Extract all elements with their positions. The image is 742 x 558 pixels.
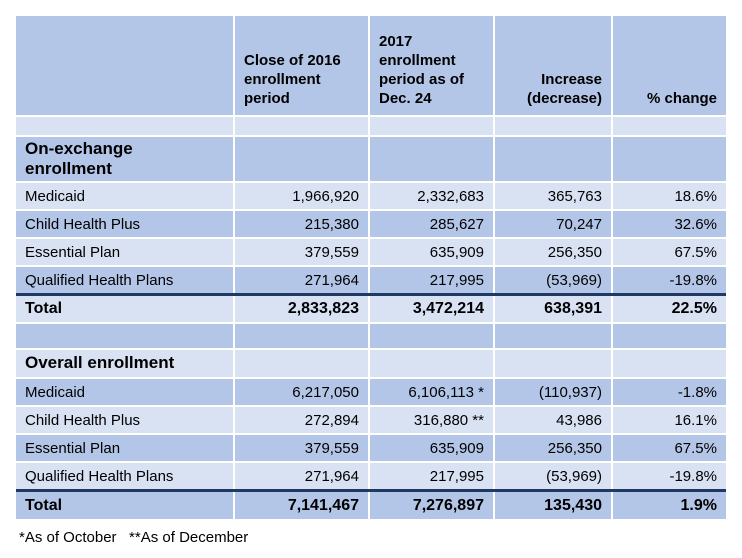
empty-cell: [235, 324, 368, 348]
cell-pct: 16.1%: [613, 407, 726, 433]
cell-increase: (53,969): [495, 463, 611, 489]
empty-cell: [235, 137, 368, 181]
empty-cell: [613, 137, 726, 181]
footnote-text: *As of October **As of December: [19, 529, 249, 546]
cell-2017: 7,276,897: [370, 492, 493, 519]
cell-label: Child Health Plus: [16, 407, 233, 433]
cell-increase: (110,937): [495, 379, 611, 405]
row-essential-plan-overall: Essential Plan 379,559 635,909 256,350 6…: [16, 435, 726, 461]
cell-2016: 271,964: [235, 463, 368, 489]
cell-pct: 22.5%: [613, 296, 726, 322]
header-cell-close-2016: Close of 2016 enrollment period: [235, 16, 368, 115]
cell-2017: 2,332,683: [370, 183, 493, 209]
empty-cell: [235, 350, 368, 377]
cell-2017: 217,995: [370, 267, 493, 293]
cell-label: Qualified Health Plans: [16, 267, 233, 293]
section-title: Overall enrollment: [16, 350, 233, 377]
cell-increase: 365,763: [495, 183, 611, 209]
cell-2017: 6,106,113 *: [370, 379, 493, 405]
cell-label: Total: [16, 492, 233, 519]
cell-2016: 379,559: [235, 239, 368, 265]
total-divider-line: [16, 293, 726, 296]
section-header-on-exchange: On-exchange enrollment: [16, 137, 726, 181]
enrollment-table: Close of 2016 enrollment period 2017 enr…: [16, 16, 726, 521]
cell-2017: 635,909: [370, 239, 493, 265]
total-divider-line: [16, 489, 726, 492]
empty-cell: [370, 137, 493, 181]
cell-pct: 1.9%: [613, 492, 726, 519]
cell-pct: 67.5%: [613, 435, 726, 461]
cell-2016: 6,217,050: [235, 379, 368, 405]
cell-2016: 215,380: [235, 211, 368, 237]
spacer-row: [16, 324, 726, 348]
empty-cell: [495, 350, 611, 377]
cell-increase: 43,986: [495, 407, 611, 433]
cell-label: Medicaid: [16, 183, 233, 209]
header-cell-increase: Increase (decrease): [495, 16, 611, 115]
cell-2016: 1,966,920: [235, 183, 368, 209]
empty-cell: [613, 117, 726, 135]
cell-increase: 638,391: [495, 296, 611, 322]
empty-cell: [370, 350, 493, 377]
cell-2016: 272,894: [235, 407, 368, 433]
cell-increase: 256,350: [495, 435, 611, 461]
blank-row: [16, 117, 726, 135]
row-medicaid-overall: Medicaid 6,217,050 6,106,113 * (110,937)…: [16, 379, 726, 405]
row-child-health-plus-overall: Child Health Plus 272,894 316,880 ** 43,…: [16, 407, 726, 433]
cell-increase: (53,969): [495, 267, 611, 293]
empty-cell: [613, 350, 726, 377]
empty-cell: [370, 324, 493, 348]
cell-2016: 7,141,467: [235, 492, 368, 519]
cell-label: Medicaid: [16, 379, 233, 405]
row-qualified-health-plans-overall: Qualified Health Plans 271,964 217,995 (…: [16, 463, 726, 489]
empty-cell: [235, 117, 368, 135]
cell-2017: 316,880 **: [370, 407, 493, 433]
row-total-overall: Total 7,141,467 7,276,897 135,430 1.9%: [16, 492, 726, 519]
row-qualified-health-plans-on-exchange: Qualified Health Plans 271,964 217,995 (…: [16, 267, 726, 293]
cell-pct: -19.8%: [613, 267, 726, 293]
row-essential-plan-on-exchange: Essential Plan 379,559 635,909 256,350 6…: [16, 239, 726, 265]
cell-2016: 2,833,823: [235, 296, 368, 322]
cell-label: Total: [16, 296, 233, 322]
cell-label: Essential Plan: [16, 435, 233, 461]
header-cell-row-label: [16, 16, 233, 115]
cell-2017: 217,995: [370, 463, 493, 489]
empty-cell: [16, 324, 233, 348]
cell-label: Essential Plan: [16, 239, 233, 265]
empty-cell: [16, 117, 233, 135]
cell-2017: 635,909: [370, 435, 493, 461]
cell-2017: 285,627: [370, 211, 493, 237]
cell-increase: 135,430: [495, 492, 611, 519]
cell-increase: 256,350: [495, 239, 611, 265]
cell-label: Child Health Plus: [16, 211, 233, 237]
section-title: On-exchange enrollment: [16, 137, 233, 181]
table-header-row: Close of 2016 enrollment period 2017 enr…: [16, 16, 726, 115]
empty-cell: [495, 324, 611, 348]
header-cell-pct-change: % change: [613, 16, 726, 115]
cell-2017: 3,472,214: [370, 296, 493, 322]
cell-pct: 32.6%: [613, 211, 726, 237]
section-header-overall: Overall enrollment: [16, 350, 726, 377]
row-child-health-plus-on-exchange: Child Health Plus 215,380 285,627 70,247…: [16, 211, 726, 237]
empty-cell: [613, 324, 726, 348]
header-cell-2017-period: 2017 enrollment period as of Dec. 24: [370, 16, 493, 115]
cell-pct: -19.8%: [613, 463, 726, 489]
empty-cell: [495, 117, 611, 135]
cell-2016: 379,559: [235, 435, 368, 461]
empty-cell: [370, 117, 493, 135]
cell-pct: 67.5%: [613, 239, 726, 265]
cell-increase: 70,247: [495, 211, 611, 237]
cell-label: Qualified Health Plans: [16, 463, 233, 489]
cell-2016: 271,964: [235, 267, 368, 293]
row-total-on-exchange: Total 2,833,823 3,472,214 638,391 22.5%: [16, 296, 726, 322]
cell-pct: -1.8%: [613, 379, 726, 405]
row-medicaid-on-exchange: Medicaid 1,966,920 2,332,683 365,763 18.…: [16, 183, 726, 209]
cell-pct: 18.6%: [613, 183, 726, 209]
empty-cell: [495, 137, 611, 181]
